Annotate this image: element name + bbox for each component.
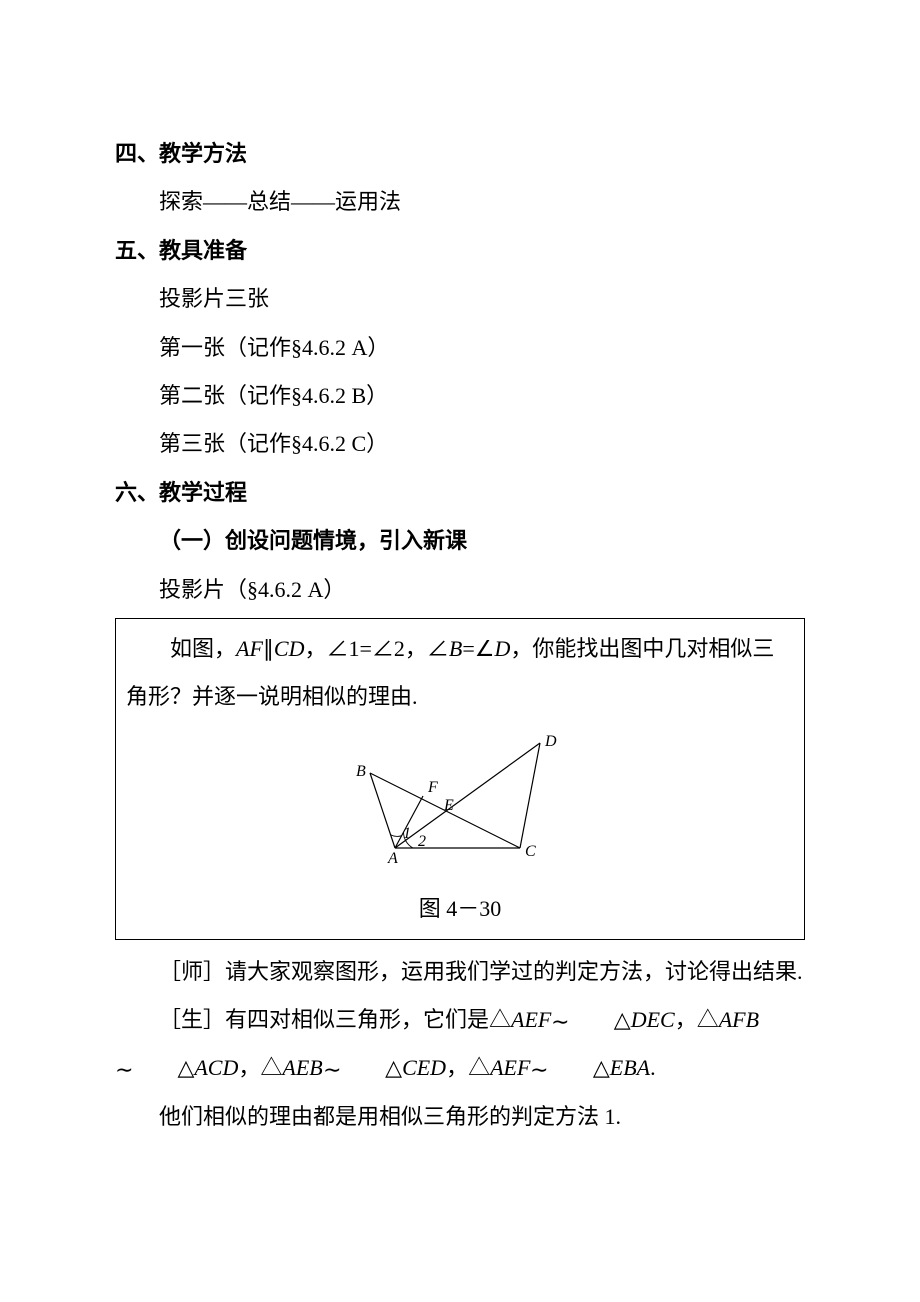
- tri-3: △: [385, 1055, 402, 1080]
- t-eba: EBA: [610, 1055, 650, 1080]
- slide-reference: 投影片（§4.6.2 A）: [115, 566, 805, 614]
- sep-2: ，△: [238, 1055, 282, 1080]
- svg-text:A: A: [387, 850, 398, 867]
- section-5-line-3: 第二张（记作§4.6.2 B）: [115, 372, 805, 420]
- student-pre: ［生］有四对相似三角形，它们是△: [159, 1007, 511, 1032]
- section-5-line-2: 第一张（记作§4.6.2 A）: [115, 324, 805, 372]
- slide-pre: 如图，: [170, 636, 236, 661]
- var-d: D: [494, 636, 510, 661]
- figure-caption: 图 4－30: [126, 889, 794, 929]
- tri-2: △: [177, 1055, 194, 1080]
- parallel-symbol: ∥: [263, 636, 274, 661]
- similar-icon: ∽: [323, 1046, 385, 1094]
- var-b: B: [449, 636, 462, 661]
- var-af: AF: [236, 636, 263, 661]
- svg-text:B: B: [356, 763, 366, 780]
- similar-icon: ∽: [551, 998, 613, 1046]
- sep-1: ，△: [675, 1007, 719, 1032]
- tri-4: △: [593, 1055, 610, 1080]
- student-period: .: [650, 1055, 656, 1080]
- student-line: ［生］有四对相似三角形，它们是△AEF∽△DEC，△AFB∽△ACD，△AEB∽…: [115, 996, 805, 1093]
- t-acd: ACD: [194, 1055, 238, 1080]
- t-dec: DEC: [631, 1007, 675, 1032]
- svg-text:E: E: [443, 797, 454, 814]
- section-5-line-4: 第三张（记作§4.6.2 C）: [115, 420, 805, 468]
- tri-1: △: [614, 1007, 631, 1032]
- section-4-line-1: 探索——总结——运用法: [115, 178, 805, 226]
- svg-text:2: 2: [418, 833, 426, 850]
- svg-text:1: 1: [403, 825, 411, 842]
- t-aeb: AEB: [282, 1055, 322, 1080]
- section-5-heading: 五、教具准备: [115, 227, 805, 275]
- reason-line: 他们相似的理由都是用相似三角形的判定方法 1.: [115, 1093, 805, 1141]
- section-6-heading: 六、教学过程: [115, 469, 805, 517]
- svg-text:D: D: [544, 733, 557, 750]
- document-page: 四、教学方法 探索——总结——运用法 五、教具准备 投影片三张 第一张（记作§4…: [0, 0, 920, 1302]
- t-afb: AFB: [719, 1007, 759, 1032]
- t-aef2: AEF: [490, 1055, 530, 1080]
- figure-wrap: A B C D EF 12: [126, 728, 794, 885]
- sep-3: ，△: [446, 1055, 490, 1080]
- similar-icon: ∽: [115, 1046, 177, 1094]
- section-5-line-1: 投影片三张: [115, 275, 805, 323]
- svg-text:C: C: [525, 843, 536, 860]
- teacher-line: ［师］请大家观察图形，运用我们学过的判定方法，讨论得出结果.: [115, 948, 805, 996]
- var-cd: CD: [274, 636, 305, 661]
- section-4-heading: 四、教学方法: [115, 130, 805, 178]
- t-ced: CED: [402, 1055, 446, 1080]
- slide-eq: =∠: [462, 636, 494, 661]
- slide-mid1: ，∠1=∠2，∠: [304, 636, 448, 661]
- slide-problem-text: 如图，AF∥CD，∠1=∠2，∠B=∠D，你能找出图中几对相似三角形？并逐一说明…: [126, 625, 794, 722]
- svg-text:F: F: [427, 779, 438, 796]
- slide-box: 如图，AF∥CD，∠1=∠2，∠B=∠D，你能找出图中几对相似三角形？并逐一说明…: [115, 618, 805, 940]
- t-aef: AEF: [511, 1007, 551, 1032]
- similar-icon: ∽: [530, 1046, 592, 1094]
- section-6-sub: （一）创设问题情境，引入新课: [115, 517, 805, 565]
- geometry-figure: A B C D EF 12: [350, 728, 570, 868]
